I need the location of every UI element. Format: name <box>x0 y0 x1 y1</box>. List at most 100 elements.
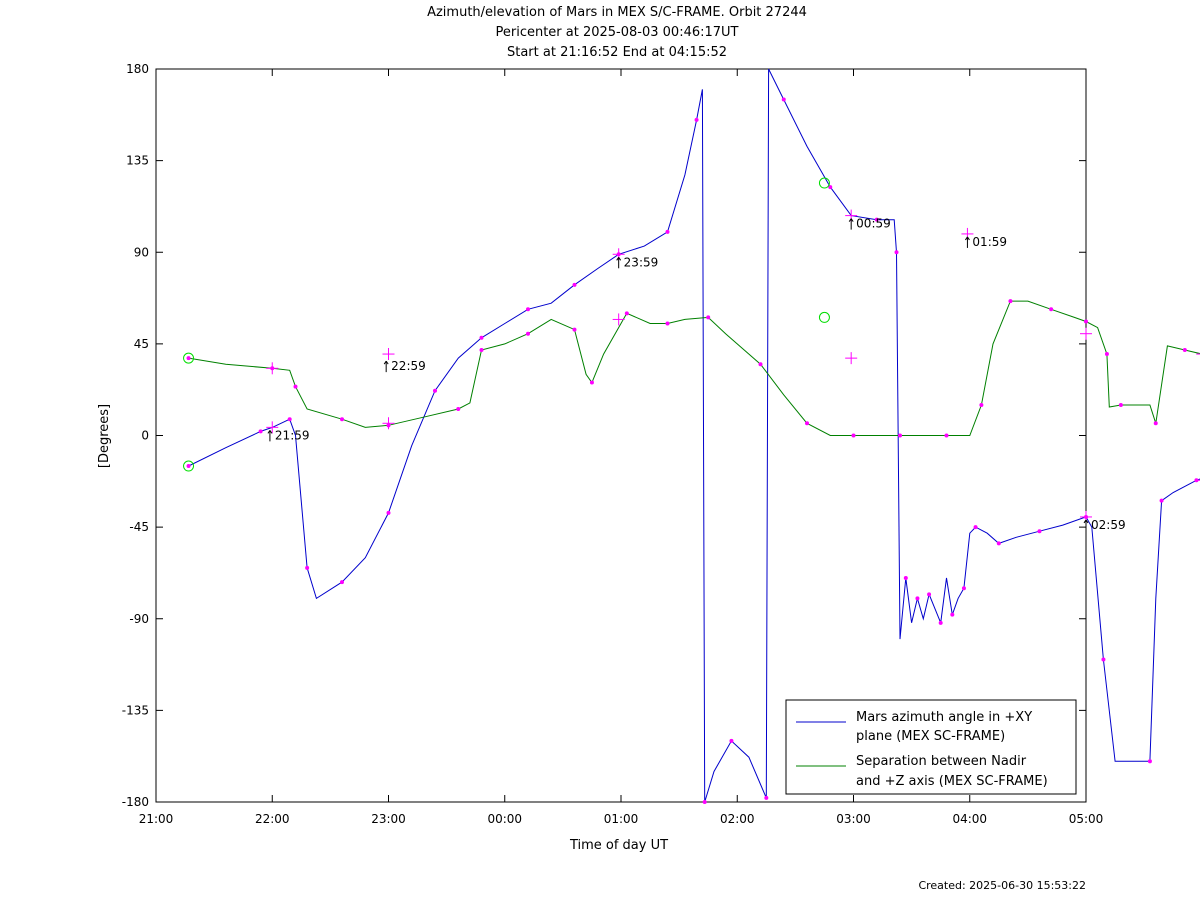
data-point <box>1084 319 1088 324</box>
x-axis-label: Time of day UT <box>569 838 668 853</box>
data-point <box>186 356 191 361</box>
data-point <box>996 541 1001 546</box>
time-label-arrow <box>848 218 852 222</box>
legend-box <box>785 699 1077 795</box>
data-point <box>927 592 932 597</box>
data-point <box>702 800 707 804</box>
data-point <box>1118 402 1123 407</box>
data-point <box>479 347 484 352</box>
data-point <box>572 327 577 332</box>
time-label-arrow <box>1083 519 1087 524</box>
y-tick-label: -135 <box>122 703 149 717</box>
circle-marker <box>183 352 195 364</box>
time-label-arrow <box>850 218 854 222</box>
time-label-arrow <box>383 360 387 365</box>
data-point <box>1153 421 1158 426</box>
data-point <box>874 217 879 222</box>
data-point <box>915 596 920 601</box>
time-label-arrow <box>618 257 622 261</box>
data-point <box>781 97 786 102</box>
data-point <box>479 335 484 340</box>
x-tick-label: 21:00 <box>139 812 174 826</box>
legend-label-separation-2: and +Z axis (MEX SC-FRAME) <box>856 774 1048 789</box>
cross-marker <box>1196 353 1200 355</box>
data-point <box>526 331 530 336</box>
data-point <box>805 421 809 426</box>
cross-marker <box>382 348 395 361</box>
data-point <box>961 586 966 591</box>
cross-marker <box>266 362 279 375</box>
circle-marker <box>818 311 830 323</box>
time-label: 21:59 <box>275 428 310 442</box>
time-label-arrow <box>1085 519 1089 524</box>
data-point <box>764 795 769 800</box>
data-markers <box>183 97 1200 804</box>
time-label-arrow <box>965 236 968 241</box>
chart-title: Azimuth/elevation of Mars in MEX S/C-FRA… <box>427 5 807 60</box>
data-series <box>188 68 1200 803</box>
data-point <box>944 433 949 438</box>
data-point <box>572 282 577 287</box>
data-point <box>665 229 670 234</box>
data-point <box>950 612 955 617</box>
data-point <box>1037 529 1042 534</box>
series-line-separation <box>188 300 1200 436</box>
data-point <box>894 250 899 255</box>
data-point <box>293 384 298 389</box>
x-tick-label: 23:00 <box>371 812 406 826</box>
legend-label-azimuth-2: plane (MEX SC-FRAME) <box>856 729 1005 744</box>
data-point <box>258 429 263 434</box>
y-tick-label: 180 <box>126 62 149 76</box>
time-label-arrow <box>267 430 271 434</box>
data-point <box>903 576 908 581</box>
data-point <box>526 307 530 312</box>
data-point <box>706 315 711 320</box>
data-point <box>1101 657 1106 662</box>
data-point <box>1008 299 1013 304</box>
cross-marker <box>382 417 395 430</box>
time-label: 22:59 <box>391 359 426 373</box>
data-point <box>973 525 978 530</box>
data-point <box>828 185 833 190</box>
data-point <box>340 580 344 585</box>
x-tick-label: 03:00 <box>836 812 871 826</box>
time-label: 23:59 <box>624 255 659 269</box>
time-label: 01:59 <box>972 235 1007 249</box>
data-point <box>1159 498 1164 503</box>
y-tick-label: 45 <box>134 337 149 351</box>
x-tick-label: 04:00 <box>952 812 987 826</box>
y-tick-label: 135 <box>126 154 149 168</box>
y-tick-label: 0 <box>141 429 149 443</box>
data-point <box>433 388 437 393</box>
y-tick-label: -180 <box>122 795 149 809</box>
axis-ticks: 180 135 90 45 0 -45 -90 -135 -180 21:00 22:00 23:00… <box>122 62 1104 826</box>
series-line-azimuth <box>188 68 1200 803</box>
data-point <box>589 380 594 385</box>
cross-marker <box>266 421 279 434</box>
y-tick-label: -90 <box>129 612 149 626</box>
time-label: 00:59 <box>856 217 891 231</box>
time-label-arrow <box>385 360 389 365</box>
title-line-3: Start at 21:16:52 End at 04:15:52 <box>507 45 727 60</box>
time-label-arrow <box>269 430 273 434</box>
x-tick-label: 00:00 <box>487 812 522 826</box>
data-point <box>694 117 699 122</box>
legend: Mars azimuth angle in +XY plane (MEX SC-… <box>785 699 1077 795</box>
x-tick-label: 05:00 <box>1069 812 1104 826</box>
data-point <box>1049 307 1054 312</box>
data-point <box>665 321 670 326</box>
cross-marker <box>612 313 625 326</box>
data-point <box>386 510 391 515</box>
data-point <box>1104 352 1109 357</box>
y-tick-label: 90 <box>134 245 149 259</box>
data-point <box>186 464 191 469</box>
x-tick-label: 02:00 <box>720 812 755 826</box>
y-axis-label: [Degrees] <box>97 404 112 468</box>
data-point <box>305 565 310 570</box>
x-tick-label: 01:00 <box>604 812 639 826</box>
data-point <box>729 738 734 743</box>
title-line-1: Azimuth/elevation of Mars in MEX S/C-FRA… <box>427 5 807 20</box>
cross-marker <box>1196 479 1200 481</box>
